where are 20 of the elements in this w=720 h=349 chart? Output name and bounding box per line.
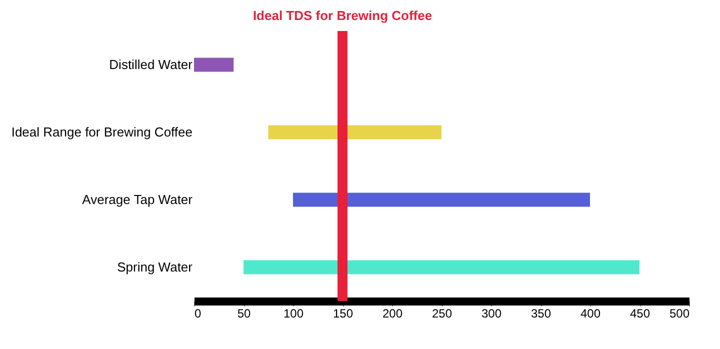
x-tick-label: 0 bbox=[194, 306, 202, 320]
bar bbox=[268, 125, 442, 140]
x-tick-label: 400 bbox=[580, 306, 601, 320]
y-tick-label: Ideal Range for Brewing Coffee bbox=[11, 124, 192, 140]
bar bbox=[194, 58, 234, 72]
x-tick-label: 200 bbox=[382, 306, 403, 320]
x-tick-label: 50 bbox=[237, 306, 251, 320]
x-tick-label: 350 bbox=[530, 306, 552, 320]
y-tick-label: Distilled Water bbox=[109, 56, 194, 72]
x-tick-label: 250 bbox=[432, 306, 452, 320]
bar bbox=[293, 192, 590, 207]
x-tick-label: 300 bbox=[481, 306, 502, 320]
bar bbox=[244, 260, 640, 274]
ref-line-label: Ideal TDS for Brewing Coffee bbox=[252, 8, 432, 23]
y-tick-label: Average Tap Water bbox=[82, 192, 194, 207]
x-tick-label: 500 bbox=[669, 306, 690, 320]
x-tick-label: 450 bbox=[630, 306, 650, 320]
y-tick-label: Spring Water bbox=[117, 259, 194, 274]
x-tick-label: 100 bbox=[283, 306, 304, 320]
x-tick-label: 150 bbox=[332, 306, 354, 320]
